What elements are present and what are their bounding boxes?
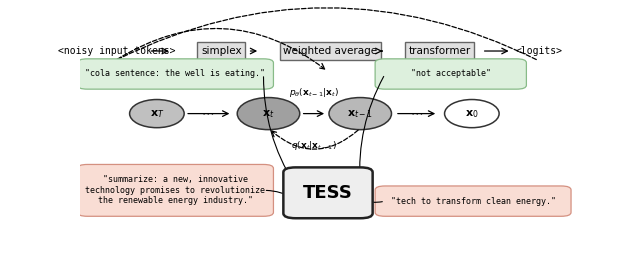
Text: $\cdots$: $\cdots$ xyxy=(202,106,214,119)
Text: $q(\mathbf{x}_t|\mathbf{x}_{t-1})$: $q(\mathbf{x}_t|\mathbf{x}_{t-1})$ xyxy=(291,139,337,152)
Ellipse shape xyxy=(129,100,184,128)
Text: $\cdots$: $\cdots$ xyxy=(410,106,423,119)
Text: $\mathbf{x}_T$: $\mathbf{x}_T$ xyxy=(150,108,164,119)
Text: $\mathbf{x}_0$: $\mathbf{x}_0$ xyxy=(465,108,479,119)
Text: TESS: TESS xyxy=(303,184,353,202)
FancyBboxPatch shape xyxy=(375,186,571,216)
Text: weighted average: weighted average xyxy=(284,46,378,56)
Text: transformer: transformer xyxy=(408,46,471,56)
Ellipse shape xyxy=(237,98,300,130)
FancyBboxPatch shape xyxy=(375,59,526,89)
Text: "cola sentence: the well is eating.": "cola sentence: the well is eating." xyxy=(86,70,266,78)
Text: <noisy input tokens>: <noisy input tokens> xyxy=(58,46,176,56)
Text: "summarize: a new, innovative
technology promises to revolutionize
the renewable: "summarize: a new, innovative technology… xyxy=(86,176,266,205)
Text: <logits>: <logits> xyxy=(515,46,563,56)
Text: "not acceptable": "not acceptable" xyxy=(411,70,491,78)
Text: simplex: simplex xyxy=(201,46,242,56)
Text: $p_\theta(\mathbf{x}_{t-1}|\mathbf{x}_t)$: $p_\theta(\mathbf{x}_{t-1}|\mathbf{x}_t)… xyxy=(289,86,339,99)
Ellipse shape xyxy=(445,100,499,128)
FancyBboxPatch shape xyxy=(77,164,273,216)
Text: "tech to transform clean energy.": "tech to transform clean energy." xyxy=(390,197,556,206)
Text: $\mathbf{x}_t$: $\mathbf{x}_t$ xyxy=(262,108,275,119)
FancyBboxPatch shape xyxy=(77,59,273,89)
FancyBboxPatch shape xyxy=(284,167,372,218)
Text: $\mathbf{x}_{t-1}$: $\mathbf{x}_{t-1}$ xyxy=(347,108,373,119)
Ellipse shape xyxy=(329,98,392,130)
